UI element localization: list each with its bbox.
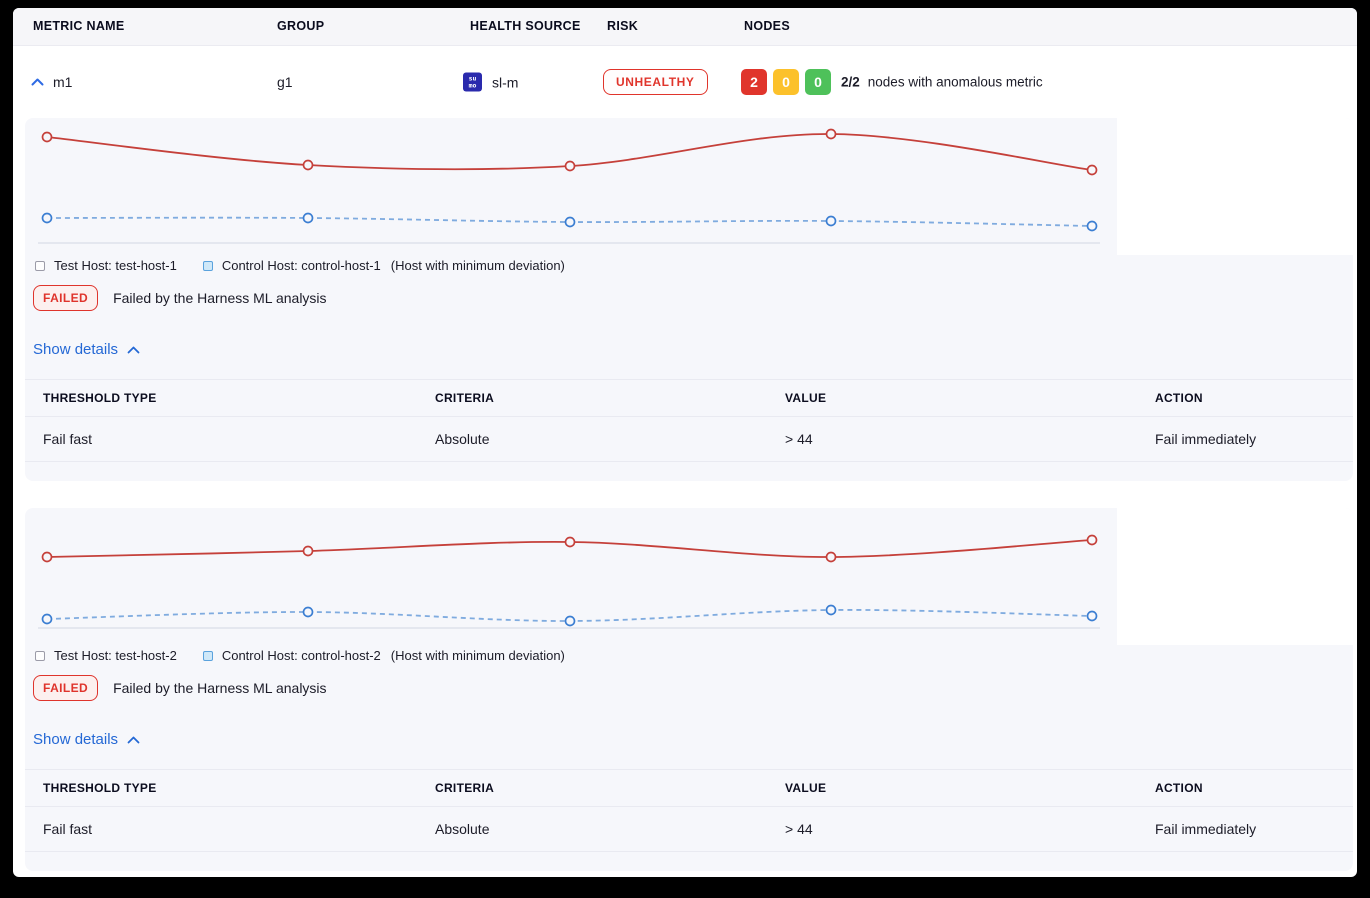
healthy-nodes-badge: 0: [805, 69, 831, 95]
health-source-cell: su mo sl-m: [463, 72, 519, 92]
metric-detail-section-1: Test Host: test-host-1 Control Host: con…: [25, 118, 1353, 481]
legend-label-control-host: Control Host: control-host-2: [221, 648, 381, 663]
analysis-status-row: FAILED Failed by the Harness ML analysis: [33, 675, 327, 701]
metric-timeseries-chart[interactable]: [25, 508, 1117, 658]
threshold-table-row: Fail fast Absolute > 44 Fail immediately: [25, 807, 1353, 852]
show-details-label: Show details: [33, 341, 119, 358]
metric-row[interactable]: m1 g1 su mo sl-m UNHEALTHY 2 0 0 2/2 node…: [13, 46, 1357, 118]
column-header-risk: RISK: [607, 19, 639, 33]
legend-item-test-host[interactable]: Test Host: test-host-1: [35, 258, 177, 273]
risk-status-badge: UNHEALTHY: [603, 69, 708, 95]
column-header-nodes: NODES: [744, 19, 790, 33]
cell-threshold-type: Fail fast: [43, 821, 93, 837]
warning-nodes-badge: 0: [773, 69, 799, 95]
threshold-table: THRESHOLD TYPE CRITERIA VALUE ACTION Fai…: [25, 379, 1353, 462]
th-value: VALUE: [785, 781, 827, 795]
metric-group: g1: [277, 74, 293, 90]
chart-side-panel: [1117, 508, 1353, 645]
show-details-link[interactable]: Show details: [33, 341, 140, 358]
column-header-health-source: HEALTH SOURCE: [470, 19, 581, 33]
legend-item-control-host[interactable]: Control Host: control-host-2 (Host with …: [202, 648, 565, 663]
table-header-bar: METRIC NAME GROUP HEALTH SOURCE RISK NOD…: [13, 8, 1357, 46]
th-threshold-type: THRESHOLD TYPE: [43, 781, 157, 795]
legend-label-test-host: Test Host: test-host-1: [54, 258, 177, 273]
test-host-checkbox-icon[interactable]: [35, 260, 45, 271]
nodes-summary-ratio: 2/2: [841, 74, 860, 90]
chart-legend: Test Host: test-host-1 Control Host: con…: [35, 258, 565, 273]
cell-criteria: Absolute: [435, 821, 490, 837]
node-count-badges: 2 0 0: [741, 69, 831, 95]
collapse-chevron-icon[interactable]: [29, 74, 45, 90]
th-value: VALUE: [785, 391, 827, 405]
risk-cell: UNHEALTHY: [603, 69, 708, 95]
failed-status-badge: FAILED: [33, 285, 99, 311]
failed-status-badge: FAILED: [33, 675, 99, 701]
chart-legend: Test Host: test-host-2 Control Host: con…: [35, 648, 565, 663]
legend-item-control-host[interactable]: Control Host: control-host-1 (Host with …: [202, 258, 565, 273]
column-header-metric-name: METRIC NAME: [33, 19, 125, 33]
metric-analysis-page: METRIC NAME GROUP HEALTH SOURCE RISK NOD…: [13, 8, 1357, 877]
cell-value: > 44: [785, 431, 813, 447]
cell-value: > 44: [785, 821, 813, 837]
chevron-up-icon: [127, 736, 140, 743]
chart-side-panel: [1117, 118, 1353, 255]
sumologic-icon-text-bottom: mo: [468, 81, 477, 89]
control-host-checkbox-icon[interactable]: [202, 650, 213, 661]
chevron-up-icon: [127, 346, 140, 353]
th-action: ACTION: [1155, 781, 1203, 795]
threshold-table-header: THRESHOLD TYPE CRITERIA VALUE ACTION: [25, 380, 1353, 417]
analysis-status-text: Failed by the Harness ML analysis: [113, 290, 327, 306]
th-criteria: CRITERIA: [435, 781, 495, 795]
threshold-table-header: THRESHOLD TYPE CRITERIA VALUE ACTION: [25, 770, 1353, 807]
analysis-status-text: Failed by the Harness ML analysis: [113, 680, 327, 696]
show-details-label: Show details: [33, 731, 119, 748]
legend-item-test-host[interactable]: Test Host: test-host-2: [35, 648, 177, 663]
th-threshold-type: THRESHOLD TYPE: [43, 391, 157, 405]
cell-action: Fail immediately: [1155, 821, 1257, 837]
legend-note-min-deviation: (Host with minimum deviation): [390, 258, 565, 273]
legend-note-min-deviation: (Host with minimum deviation): [390, 648, 565, 663]
critical-nodes-badge: 2: [741, 69, 767, 95]
show-details-link[interactable]: Show details: [33, 731, 140, 748]
cell-threshold-type: Fail fast: [43, 431, 93, 447]
metric-name: m1: [53, 74, 73, 90]
cell-action: Fail immediately: [1155, 431, 1257, 447]
nodes-summary: 2/2 nodes with anomalous metric: [841, 75, 1043, 90]
sumologic-icon: su mo: [463, 72, 482, 92]
health-source-name: sl-m: [492, 74, 519, 90]
threshold-table: THRESHOLD TYPE CRITERIA VALUE ACTION Fai…: [25, 769, 1353, 852]
threshold-table-row: Fail fast Absolute > 44 Fail immediately: [25, 417, 1353, 462]
cell-criteria: Absolute: [435, 431, 490, 447]
test-host-checkbox-icon[interactable]: [35, 650, 45, 661]
legend-label-control-host: Control Host: control-host-1: [221, 258, 381, 273]
th-criteria: CRITERIA: [435, 391, 495, 405]
metric-timeseries-chart[interactable]: [25, 118, 1117, 268]
column-header-group: GROUP: [277, 19, 325, 33]
nodes-summary-text: nodes with anomalous metric: [867, 74, 1043, 90]
th-action: ACTION: [1155, 391, 1203, 405]
sumologic-icon-text-top: su: [468, 74, 477, 83]
analysis-status-row: FAILED Failed by the Harness ML analysis: [33, 285, 327, 311]
control-host-checkbox-icon[interactable]: [202, 260, 213, 271]
legend-label-test-host: Test Host: test-host-2: [54, 648, 177, 663]
metric-detail-section-2: Test Host: test-host-2 Control Host: con…: [25, 508, 1353, 871]
